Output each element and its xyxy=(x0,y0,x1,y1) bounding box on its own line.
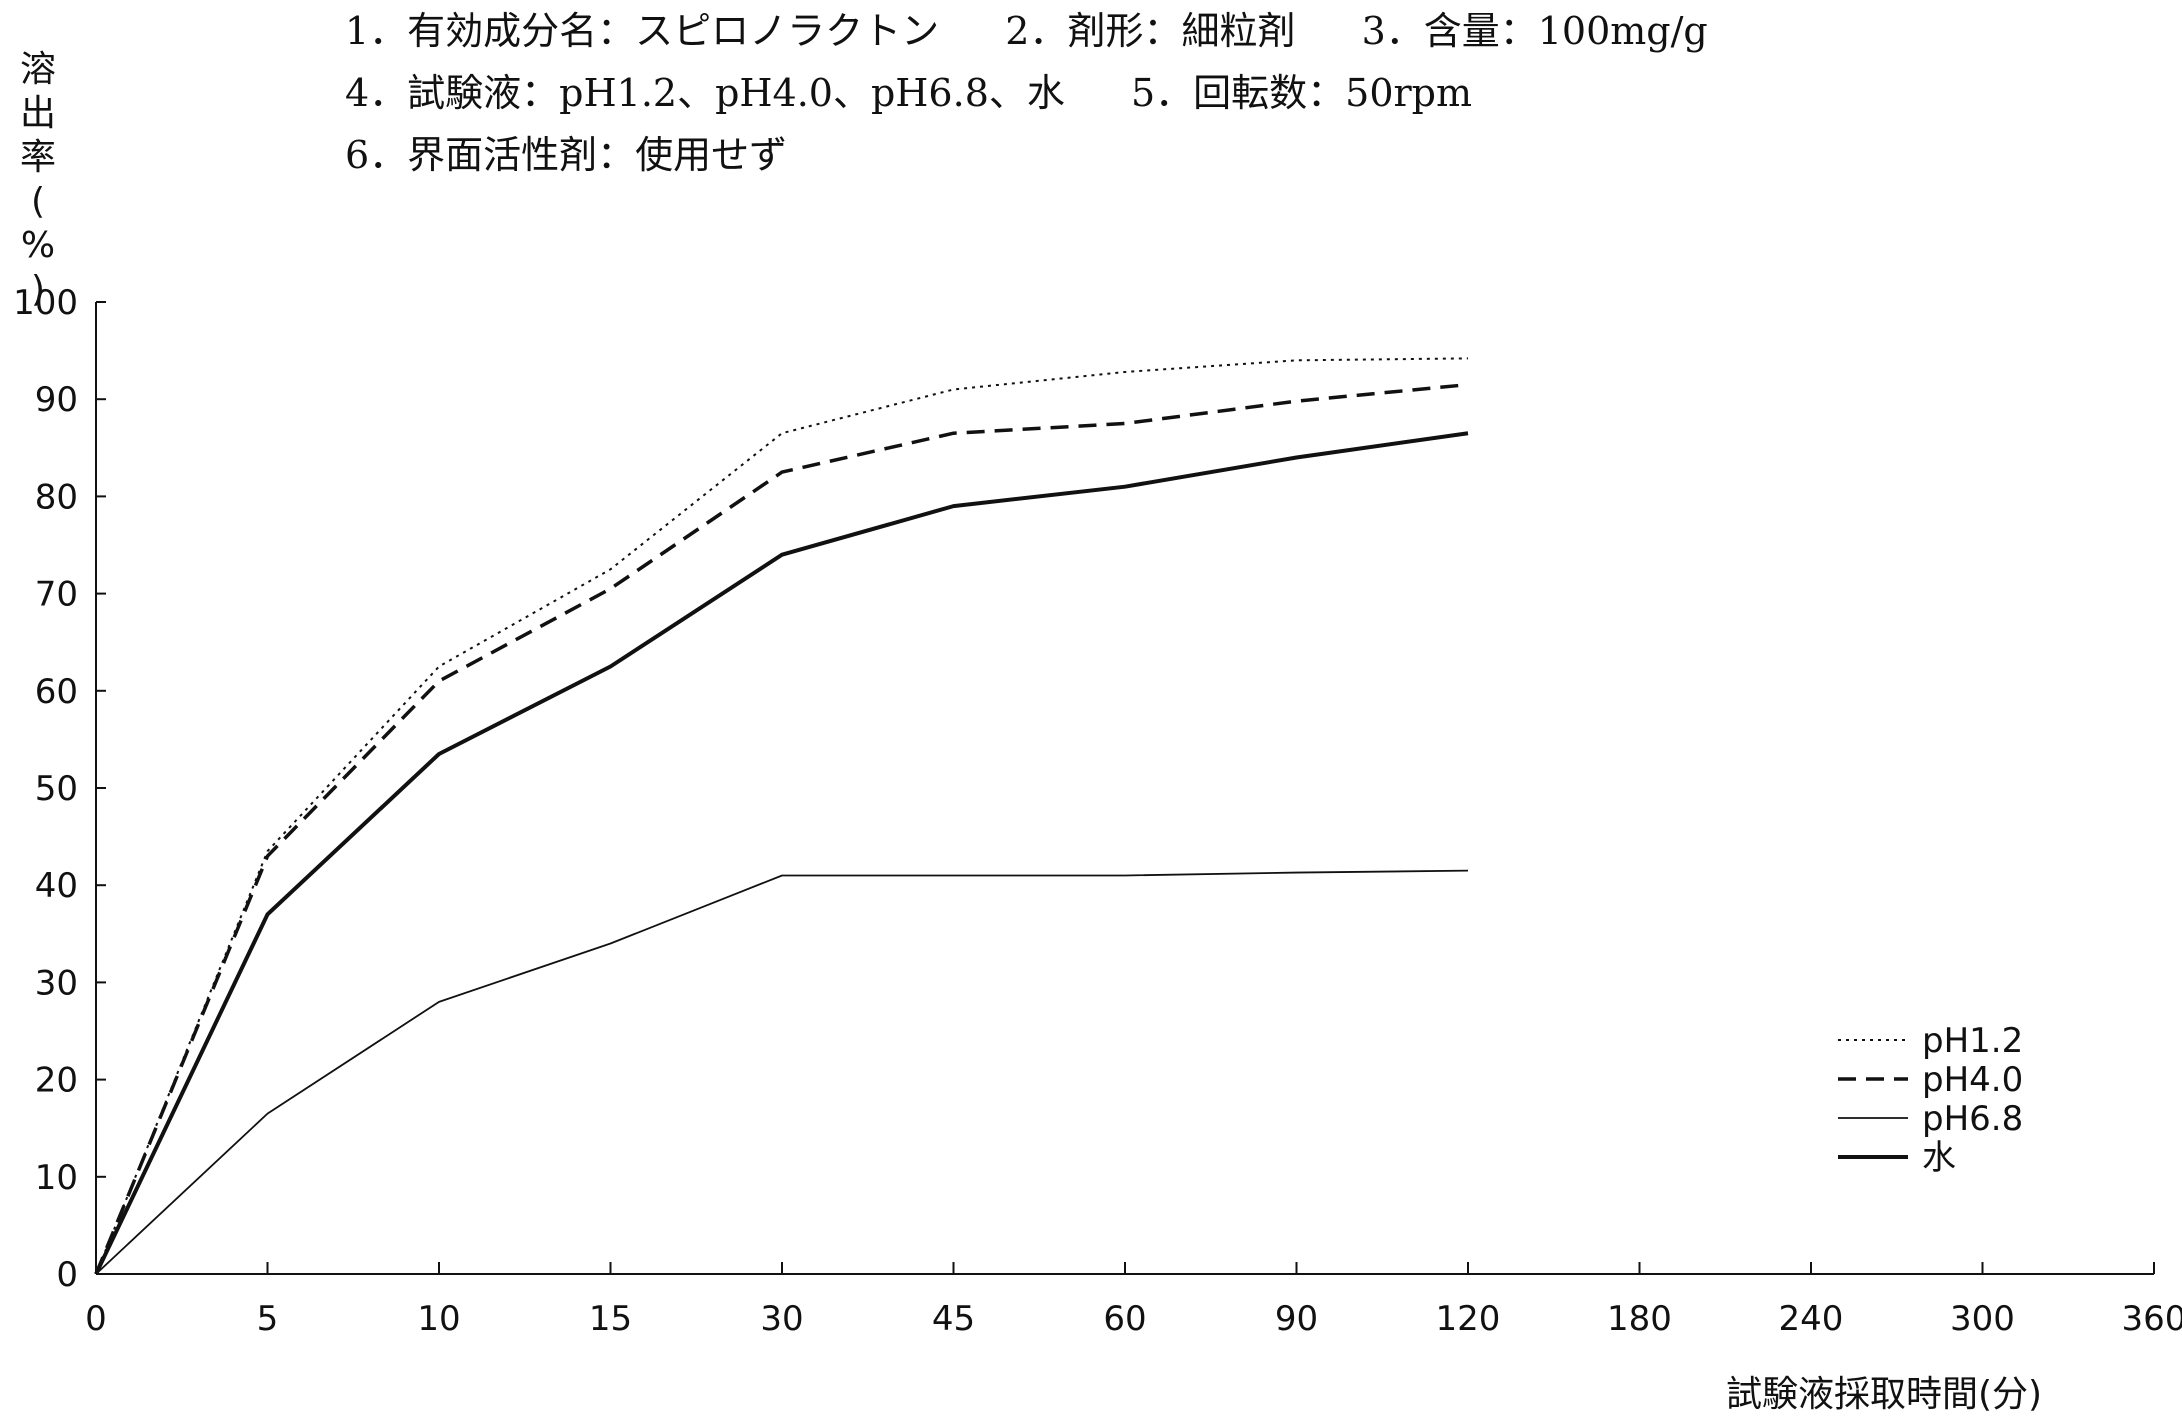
x-tick-label: 0 xyxy=(85,1299,107,1339)
axes: 0 10 20 30 40 50 60 70 80 90 100 0 5 10 15 30 45 60 90 120 1… xyxy=(13,283,2182,1339)
legend-label: pH4.0 xyxy=(1922,1060,2023,1100)
x-tick-label: 60 xyxy=(1103,1299,1146,1339)
conditions-line-2: 4．試験液：pH1.2、pH4.0、pH6.8、水 5．回転数：50rpm xyxy=(345,62,1762,124)
condition-content: 3．含量：100mg/g xyxy=(1361,9,1708,53)
x-tick-label: 90 xyxy=(1275,1299,1318,1339)
condition-surfactant: 6．界面活性剤：使用せず xyxy=(345,133,788,177)
condition-test-fluid: 4．試験液：pH1.2、pH4.0、pH6.8、水 xyxy=(345,71,1065,115)
legend-label: 水 xyxy=(1922,1138,1956,1178)
y-tick-label: 40 xyxy=(35,866,78,906)
series-line-2 xyxy=(95,869,1469,1275)
x-tick-label: 180 xyxy=(1607,1299,1672,1339)
series-line-0 xyxy=(95,357,1469,1275)
y-axis-title-char: ( xyxy=(30,181,46,222)
y-tick-label: 60 xyxy=(35,672,78,712)
condition-dosage-form: 2．剤形：細粒剤 xyxy=(1005,9,1296,53)
series-line-1 xyxy=(94,382,1469,1275)
x-tick-label: 10 xyxy=(417,1299,460,1339)
y-axis-title: 溶出率(%) xyxy=(14,48,62,312)
y-tick-label: 50 xyxy=(35,769,78,809)
y-tick-label: 80 xyxy=(35,477,78,517)
y-tick-label: 20 xyxy=(35,1061,78,1101)
x-tick-label: 45 xyxy=(932,1299,975,1339)
x-tick-label: 240 xyxy=(1779,1299,1844,1339)
x-tick-label: 300 xyxy=(1950,1299,2015,1339)
y-tick-label: 10 xyxy=(35,1158,78,1198)
condition-rotation: 5．回転数：50rpm xyxy=(1130,71,1473,115)
y-axis-title-char: 出 xyxy=(19,93,56,134)
y-tick-label: 0 xyxy=(56,1255,78,1295)
x-tick-label: 30 xyxy=(760,1299,803,1339)
legend-label: pH1.2 xyxy=(1922,1021,2023,1061)
conditions-line-3: 6．界面活性剤：使用せず xyxy=(345,124,1762,186)
x-axis-title: 試験液採取時間(分) xyxy=(1726,1374,2043,1415)
y-tick-label: 100 xyxy=(13,283,78,323)
y-tick-label: 30 xyxy=(35,963,78,1003)
x-tick-label: 360 xyxy=(2122,1299,2182,1339)
condition-ingredient: 1．有効成分名：スピロノラクトン xyxy=(345,9,940,53)
y-axis-title-char: 溶 xyxy=(19,49,56,90)
y-tick-label: 70 xyxy=(35,575,78,615)
x-tick-label: 15 xyxy=(589,1299,632,1339)
y-axis-title-char: % xyxy=(20,225,56,266)
series-line-3 xyxy=(94,431,1469,1275)
x-tick-label: 120 xyxy=(1436,1299,1501,1339)
legend-label: pH6.8 xyxy=(1922,1099,2023,1139)
test-conditions: 1．有効成分名：スピロノラクトン 2．剤形：細粒剤 3．含量：100mg/g 4… xyxy=(345,0,1762,186)
series-lines xyxy=(94,357,1469,1275)
x-tick-label: 5 xyxy=(257,1299,279,1339)
y-axis-title-char: 率 xyxy=(19,137,56,178)
conditions-line-1: 1．有効成分名：スピロノラクトン 2．剤形：細粒剤 3．含量：100mg/g xyxy=(345,0,1762,62)
y-tick-label: 90 xyxy=(35,380,78,420)
y-axis-title-char: ) xyxy=(30,269,46,310)
